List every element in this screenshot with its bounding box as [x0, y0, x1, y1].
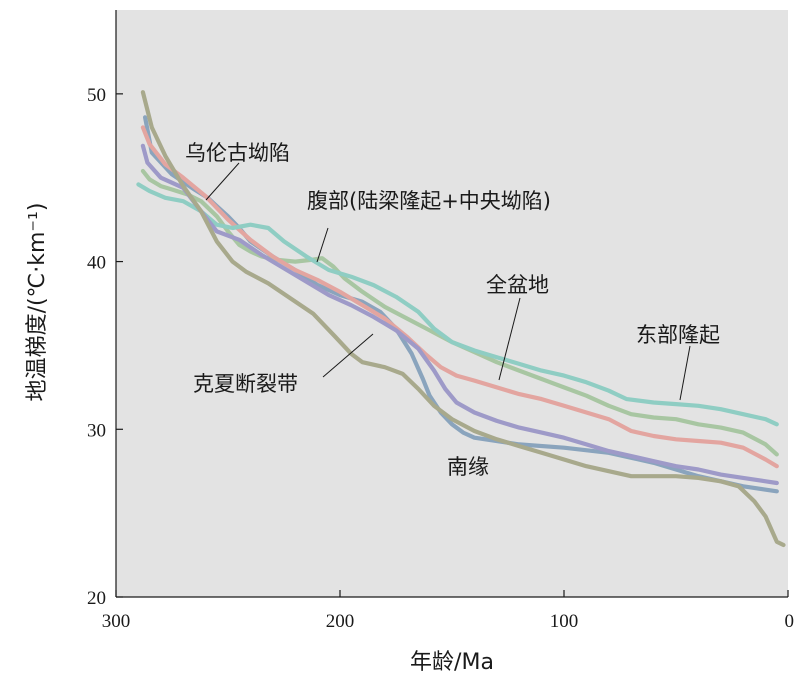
series-line-3 [136, 182, 779, 427]
y-tick-label: 30 [87, 420, 106, 441]
y-tick-label: 40 [87, 253, 106, 274]
series-line-1 [140, 168, 779, 457]
annotation-dongbu: 东部隆起 [636, 323, 720, 347]
x-tick-label: 0 [785, 611, 795, 632]
y-axis-title: 地温梯度/(℃·km⁻¹) [25, 203, 50, 402]
x-tick-label: 300 [102, 611, 131, 632]
leader-kexia [322, 333, 374, 378]
leader-wulungu [205, 162, 240, 201]
axes: 20 30 40 50 300 200 100 0 [87, 10, 794, 632]
y-tick-label: 50 [87, 85, 106, 106]
leader-fubu [316, 227, 329, 263]
x-tick-label: 100 [550, 611, 579, 632]
series-line-4 [140, 143, 779, 486]
leader-quanpendi [498, 297, 521, 381]
series-line-5 [140, 90, 786, 548]
annotation-fubu: 腹部(陆梁隆起+中央坳陷) [307, 189, 551, 213]
annotation-quanpendi: 全盆地 [486, 273, 549, 297]
series-lines [136, 90, 786, 548]
x-axis-title: 年龄/Ma [410, 650, 494, 675]
annotation-kexia: 克夏断裂带 [193, 372, 298, 396]
annotations: 乌伦古坳陷 腹部(陆梁隆起+中央坳陷) 全盆地 东部隆起 克夏断裂带 南缘 [185, 141, 720, 479]
annotation-nanyuan: 南缘 [447, 455, 489, 479]
annotation-wulungu: 乌伦古坳陷 [185, 141, 290, 165]
x-tick-label: 200 [326, 611, 355, 632]
y-ticks: 20 30 40 50 [87, 85, 123, 609]
plot-background [116, 10, 788, 597]
leader-dongbu [679, 345, 691, 401]
y-tick-label: 20 [87, 588, 106, 609]
x-ticks: 300 200 100 0 [102, 590, 794, 632]
annotation-leaders [205, 162, 691, 401]
series-line-2 [140, 125, 779, 469]
